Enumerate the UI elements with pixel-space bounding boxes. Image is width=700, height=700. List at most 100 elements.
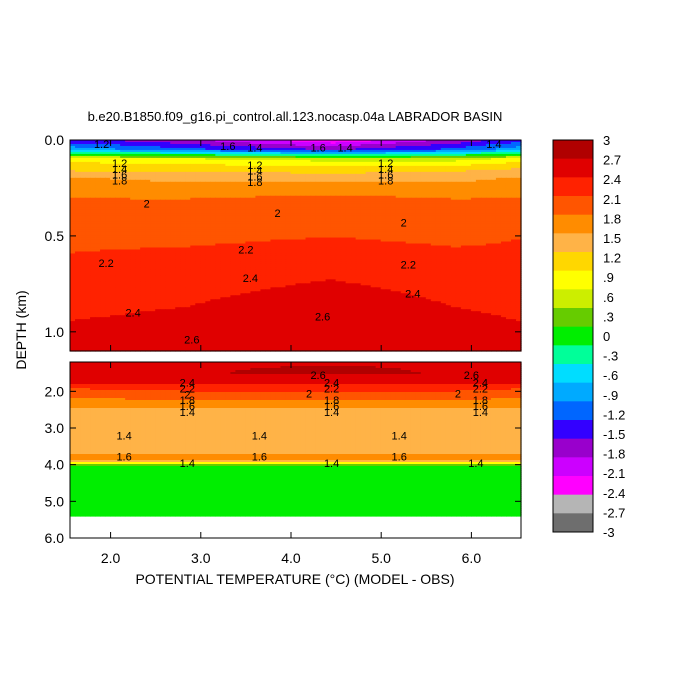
field-cell [305, 173, 312, 177]
field-cell [440, 163, 447, 167]
field-cell [200, 161, 206, 165]
field-cell [340, 143, 347, 147]
field-cell [515, 151, 522, 155]
field-cell [205, 157, 211, 161]
field-cell [215, 149, 221, 153]
field-cell [320, 159, 327, 163]
field-cell [505, 141, 512, 145]
field-cell [215, 147, 221, 151]
field-cell [370, 161, 377, 165]
field-cell [230, 163, 236, 167]
field-cell [360, 175, 367, 179]
field-cell [145, 143, 151, 147]
field-cell [235, 143, 241, 147]
field-cell [85, 171, 91, 175]
field-cell [250, 151, 257, 155]
field-cell [515, 165, 522, 169]
field-cell [460, 143, 467, 147]
field-cell [135, 159, 141, 163]
field-cell [480, 159, 487, 163]
field-cell [495, 161, 502, 165]
field-cell [435, 141, 442, 145]
field-cell [500, 161, 507, 165]
field-cell [75, 143, 81, 147]
field-cell [85, 149, 91, 153]
field-cell [85, 153, 91, 157]
field-cell [140, 147, 146, 151]
field-cell [305, 143, 312, 147]
field-cell [150, 159, 156, 163]
field-cell [230, 175, 236, 179]
field-cell [75, 145, 81, 149]
field-cell [230, 143, 236, 147]
field-cell [480, 169, 487, 173]
field-cell [440, 153, 447, 157]
field-cell [270, 147, 277, 151]
field-cell [210, 175, 216, 179]
field-cell [405, 163, 412, 167]
field-cell [265, 161, 272, 165]
field-cell [295, 153, 302, 157]
field-cell [275, 175, 282, 179]
field-cell [375, 161, 382, 165]
field-cell [215, 169, 221, 173]
field-cell [90, 153, 96, 157]
field-cell [255, 153, 262, 157]
field-cell [390, 165, 397, 169]
field-cell [410, 171, 417, 175]
field-cell [230, 167, 236, 171]
field-cell [75, 165, 81, 169]
field-cell [385, 159, 392, 163]
field-cell [330, 141, 337, 145]
field-cell [310, 155, 317, 159]
field-cell [335, 171, 342, 175]
field-cell [320, 147, 327, 151]
field-cell [175, 141, 181, 145]
field-cell [290, 140, 297, 143]
field-cell [425, 163, 432, 167]
field-cell [240, 153, 246, 157]
field-cell [155, 140, 161, 143]
field-cell [320, 157, 327, 161]
field-cell [470, 165, 477, 169]
field-cell [420, 165, 427, 169]
field-cell [185, 141, 191, 145]
field-cell [335, 141, 342, 145]
field-cell [275, 161, 282, 165]
field-cell [120, 167, 126, 171]
field-cell [290, 171, 297, 175]
field-cell [385, 161, 392, 165]
field-cell [275, 171, 282, 175]
field-cell [285, 151, 292, 155]
field-cell [485, 153, 492, 157]
field-cell [375, 155, 382, 159]
field-cell [295, 159, 302, 163]
field-cell [390, 145, 397, 149]
field-cell [465, 173, 472, 177]
field-cell [470, 159, 477, 163]
field-cell [495, 153, 502, 157]
field-cell [175, 163, 181, 167]
field-cell [455, 161, 462, 165]
field-cell [225, 169, 231, 173]
field-cell [465, 159, 472, 163]
field-cell [425, 167, 432, 171]
field-cell [170, 163, 176, 167]
field-cell [325, 173, 332, 177]
field-cell [80, 141, 86, 145]
field-cell [150, 161, 156, 165]
field-cell [320, 145, 327, 149]
field-cell [510, 140, 517, 143]
field-cell [100, 163, 106, 167]
field-cell [165, 140, 171, 143]
field-cell [470, 169, 477, 173]
field-cell [320, 141, 327, 145]
field-cell [490, 153, 497, 157]
field-cell [510, 169, 517, 173]
field-cell [80, 159, 86, 163]
field-cell [235, 165, 241, 169]
field-cell [115, 157, 121, 161]
field-cell [295, 145, 302, 149]
field-cell [85, 165, 91, 169]
field-cell [70, 159, 76, 163]
